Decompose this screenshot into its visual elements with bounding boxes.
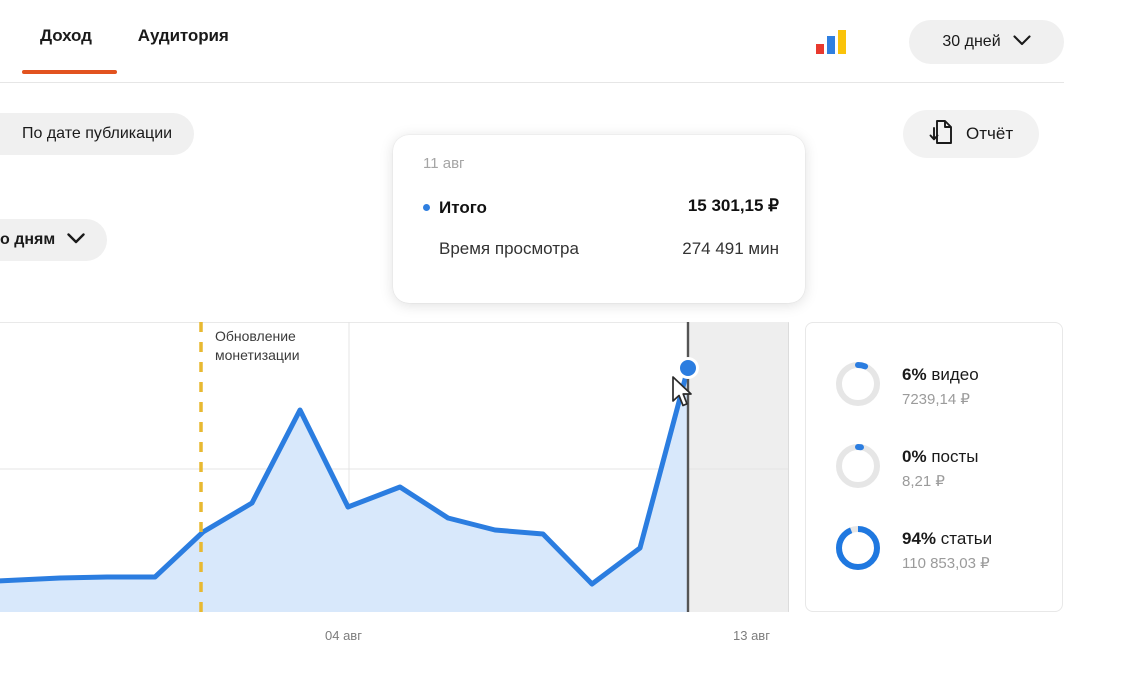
bar-chart-icon[interactable] — [814, 29, 854, 55]
tooltip-total-value: 15 301,15 ₽ — [687, 196, 779, 215]
granularity-dropdown[interactable]: о дням — [0, 219, 108, 261]
tooltip-date: 11 авг — [423, 155, 465, 172]
series-dot-icon — [423, 204, 430, 211]
donut-articles-icon — [832, 522, 884, 579]
tooltip-row-watchtime: Время просмотра 274 491 мин — [423, 239, 779, 259]
stat-percent-posts: 0% — [902, 446, 927, 466]
period-label: 30 дней — [942, 33, 1001, 50]
document-download-icon — [929, 119, 953, 150]
stat-row-video[interactable]: 6% видео 7239,14 ₽ — [806, 345, 1062, 427]
monetization-annotation-label: Обновление монетизации — [215, 327, 345, 365]
stat-row-posts[interactable]: 0% посты 8,21 ₽ — [806, 427, 1062, 509]
chart-area-fill — [0, 368, 688, 612]
publication-date-filter[interactable]: По дате публикации — [0, 113, 195, 155]
period-dropdown[interactable]: 30 дней — [909, 20, 1064, 64]
stat-row-articles[interactable]: 94% статьи 110 853,03 ₽ — [806, 509, 1062, 591]
tooltip-watchtime-label: Время просмотра — [439, 238, 579, 258]
tooltip-row-total: Итого 15 301,15 ₽ — [423, 196, 779, 218]
future-shade — [688, 322, 788, 612]
publication-date-filter-label: По дате публикации — [22, 125, 173, 142]
tab-list: Доход Аудитория — [40, 26, 229, 46]
chart-canvas — [0, 322, 788, 612]
tab-active-indicator — [22, 70, 117, 74]
stat-amount-video: 7239,14 ₽ — [902, 390, 970, 408]
report-button-label: Отчёт — [966, 124, 1014, 143]
hover-point-marker — [680, 360, 696, 376]
mouse-cursor-icon — [671, 376, 697, 415]
donut-posts-icon — [832, 440, 884, 497]
stat-percent-video: 6% — [902, 364, 927, 384]
stat-name-video: видео — [931, 364, 979, 384]
stat-name-articles: статьи — [940, 528, 993, 548]
revenue-area-chart[interactable] — [0, 322, 790, 613]
chevron-down-icon — [1013, 33, 1031, 51]
stat-amount-posts: 8,21 ₽ — [902, 472, 945, 490]
tooltip-watchtime-value: 274 491 мин — [682, 238, 779, 258]
donut-video-icon — [832, 358, 884, 415]
stat-title-video: 6% видео — [902, 365, 979, 385]
tab-dohod[interactable]: Доход — [40, 26, 92, 45]
stat-percent-articles: 94% — [902, 528, 937, 548]
topbar-divider — [0, 82, 1064, 83]
tooltip-total-label: Итого — [439, 197, 487, 217]
stat-title-posts: 0% посты — [902, 447, 978, 467]
x-axis-tick-right: 13 авг — [733, 628, 770, 643]
stat-name-posts: посты — [931, 446, 979, 466]
monetization-annotation-line1: Обновление — [215, 328, 296, 344]
tab-auditoriya[interactable]: Аудитория — [137, 26, 229, 45]
revenue-breakdown-card: 6% видео 7239,14 ₽ 0% посты 8,21 ₽ 94% с… — [805, 322, 1063, 612]
chart-tooltip: 11 авг Итого 15 301,15 ₽ Время просмотра… — [393, 135, 805, 303]
monetization-annotation-line2: монетизации — [215, 347, 300, 363]
chart-line — [0, 365, 691, 587]
granularity-label: о дням — [0, 231, 56, 248]
stat-title-articles: 94% статьи — [902, 529, 992, 549]
report-button[interactable]: Отчёт — [903, 110, 1040, 158]
x-axis-tick-left: 04 авг — [325, 628, 362, 643]
chevron-down-icon — [67, 231, 85, 249]
stat-amount-articles: 110 853,03 ₽ — [902, 554, 990, 572]
top-tab-bar: Доход Аудитория 30 дней — [0, 0, 1134, 83]
